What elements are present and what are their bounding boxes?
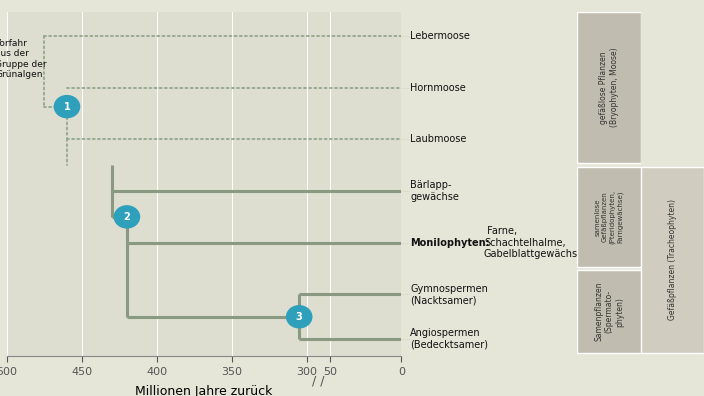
Text: Laubmoose: Laubmoose [410, 134, 467, 145]
Text: Lebermoose: Lebermoose [410, 31, 470, 41]
Bar [641, 167, 704, 353]
Text: Bärlapp-
gewächse: Bärlapp- gewächse [410, 180, 459, 202]
Text: Gefäßpflanzen (Tracheophyten): Gefäßpflanzen (Tracheophyten) [668, 200, 677, 320]
Bar [577, 270, 641, 353]
X-axis label: Millionen Jahre zurück: Millionen Jahre zurück [135, 385, 273, 396]
Text: Samenpflanzen
(Spermato-
phyten): Samenpflanzen (Spermato- phyten) [594, 282, 624, 341]
Bar [577, 12, 641, 164]
Circle shape [54, 95, 80, 118]
Text: Angiospermen
(Bedecktsamer): Angiospermen (Bedecktsamer) [410, 328, 488, 350]
Text: Gymnospermen
(Nacktsamer): Gymnospermen (Nacktsamer) [410, 284, 488, 305]
Circle shape [287, 306, 312, 328]
Text: 3: 3 [296, 312, 303, 322]
Text: / /: / / [313, 374, 325, 387]
Circle shape [114, 206, 139, 228]
Text: Hornmoose: Hornmoose [410, 83, 466, 93]
Text: Vorfahr
aus der
Gruppe der
Grünalgen: Vorfahr aus der Gruppe der Grünalgen [0, 39, 46, 79]
Text: gefäßlose Pflanzen
(Bryophyten, Moose): gefäßlose Pflanzen (Bryophyten, Moose) [599, 48, 619, 128]
Text: 2: 2 [123, 212, 130, 222]
Text: 1: 1 [63, 102, 70, 112]
Text: samenlose
Gefäßpflanzen
(Pteridophyten,
Farngewächse): samenlose Gefäßpflanzen (Pteridophyten, … [595, 190, 623, 244]
Bar [577, 167, 641, 267]
Text: Monilophyten:: Monilophyten: [410, 238, 490, 248]
Text: Farne,
Schachtelhalme,
Gabelblattgewächse: Farne, Schachtelhalme, Gabelblattgewächs… [484, 226, 584, 259]
